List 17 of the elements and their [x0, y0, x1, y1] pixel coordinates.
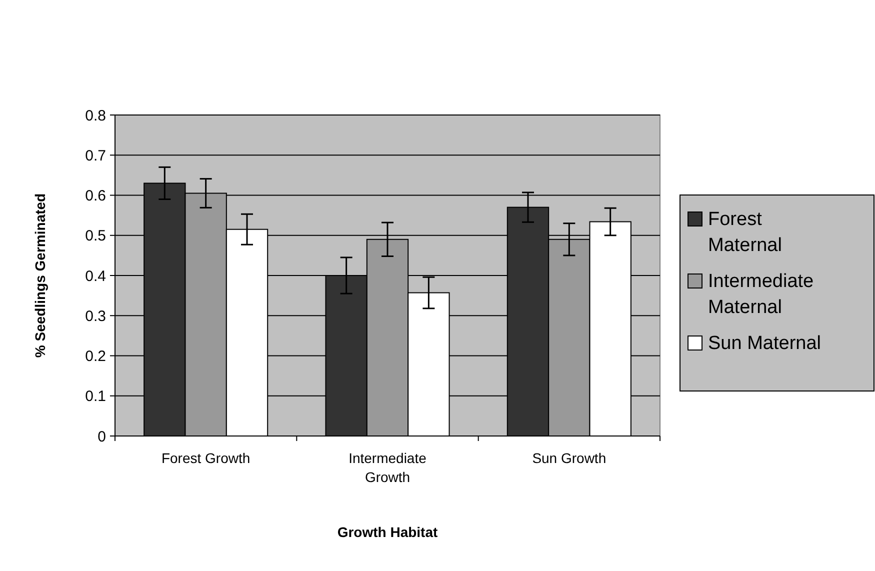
y-tick-label: 0.1	[85, 388, 106, 406]
y-tick-label: 0	[98, 428, 106, 446]
y-tick-label: 0.3	[85, 308, 106, 325]
legend-label: Intermediate Maternal	[708, 271, 814, 318]
y-tick-label: 0.2	[85, 348, 106, 365]
legend-label: Forest Maternal	[708, 209, 782, 256]
y-axis-title: % Seedlings Germinated	[32, 193, 48, 358]
y-tick-label: 0.5	[85, 228, 106, 245]
y-tick-label: 0.6	[85, 188, 106, 204]
x-tick-label: Intermediate Growth	[348, 450, 427, 485]
y-tick-label: 0.8	[85, 107, 106, 124]
y-tick-label: 0.7	[85, 147, 106, 164]
y-tick-label: 0.4	[85, 268, 106, 285]
x-tick-label: Sun Growth	[532, 450, 606, 466]
legend-label: Sun Maternal	[708, 333, 822, 354]
x-axis-title: Growth Habitat	[337, 524, 438, 540]
x-tick-label: Forest Growth	[161, 450, 250, 466]
